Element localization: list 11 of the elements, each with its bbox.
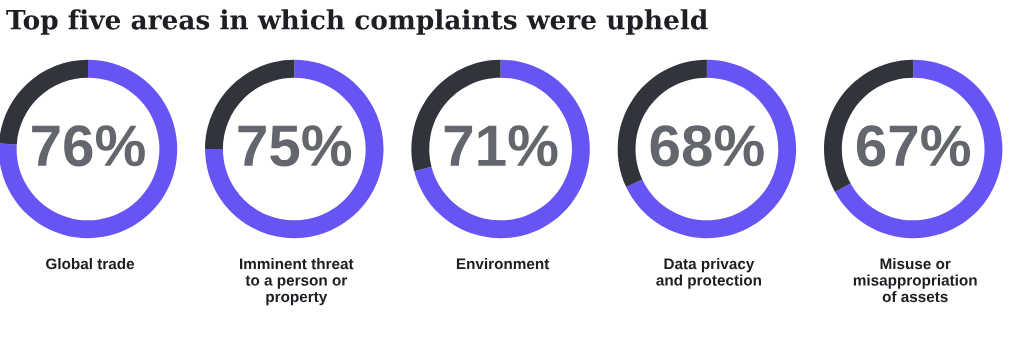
data-label: 75%: [238, 125, 352, 167]
data-label: 68%: [650, 125, 764, 167]
text: Data privacy and protection: [656, 258, 762, 289]
text: Global trade: [46, 258, 135, 270]
text: Misuse or misappropriation of assets: [853, 258, 977, 303]
text: Top five areas in which complaints were upheld: [6, 9, 708, 35]
text: Imminent threat to a person or property: [240, 258, 354, 306]
data-label: 67%: [856, 125, 971, 167]
data-label: 76%: [32, 125, 145, 167]
data-label: 71%: [444, 125, 558, 167]
text: Environment: [456, 258, 550, 270]
